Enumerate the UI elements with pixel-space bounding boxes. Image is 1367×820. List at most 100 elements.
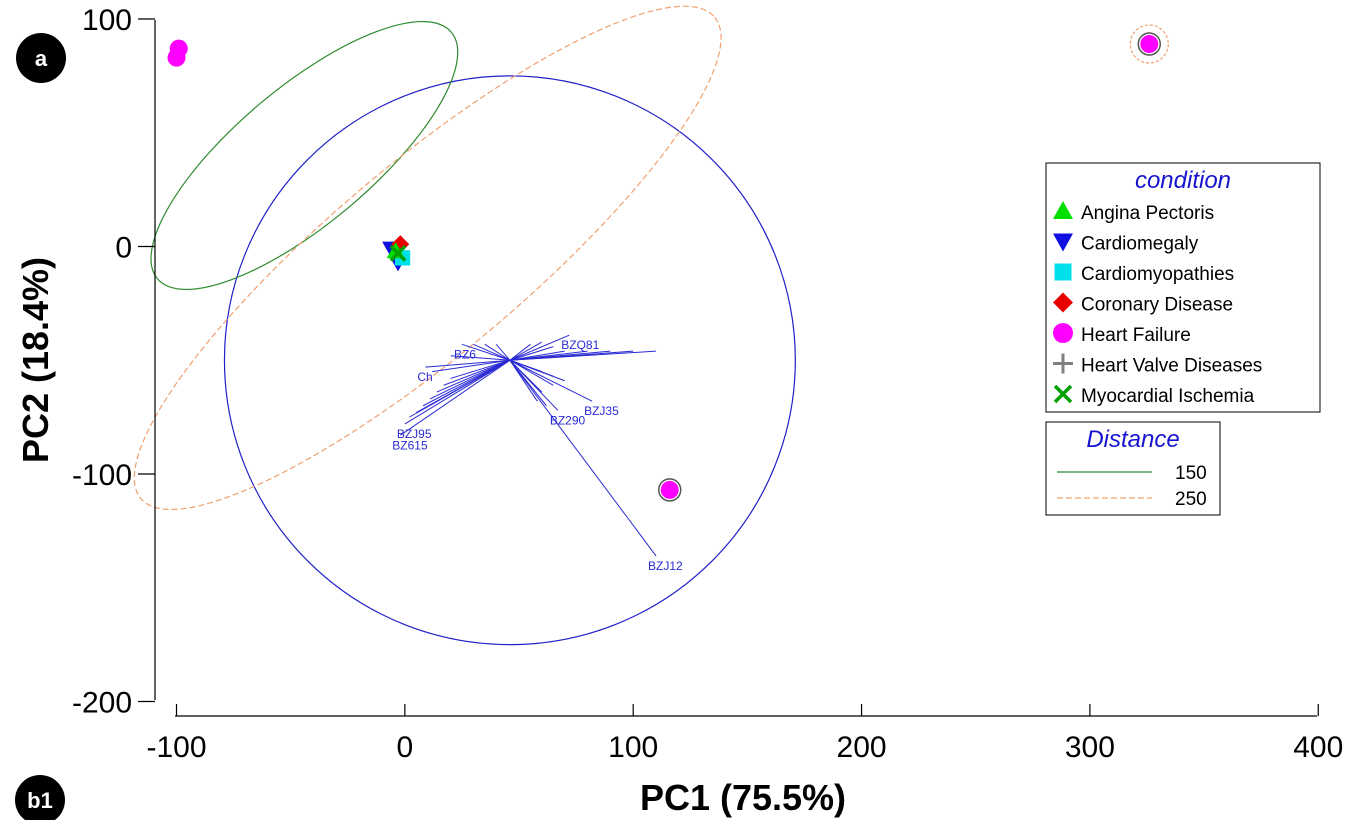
biplot-vector-34 [509, 359, 547, 407]
biplot-label-7: BZJ12 [648, 559, 683, 573]
biplot-label-4: BZ615 [392, 438, 428, 452]
highlight-ring-1 [657, 478, 682, 502]
x-tick-label-3: 200 [837, 731, 887, 764]
biplot-vector-12 [436, 359, 511, 393]
biplot-vector-32 [509, 359, 543, 393]
distance-legend-title: Distance [1086, 426, 1179, 453]
legend-marker-myocardial-ischemia-shape [1053, 384, 1073, 404]
y-tick-label-2: 0 [115, 232, 132, 265]
distance-legend-label-150: 150 [1175, 463, 1207, 484]
point-heart-failure-1 [167, 48, 186, 67]
legend-marker-cardiomyopathies [1054, 263, 1072, 281]
panel-label-a-text: a [35, 46, 48, 71]
biplot-vector-0 [509, 334, 570, 361]
biplot-vector-13 [443, 359, 511, 386]
biplot-vector-30 [509, 359, 565, 382]
biplot-vector-4 [400, 359, 511, 436]
point-heart-failure-3-shape [660, 480, 679, 499]
point-myocardial-ischemia-0 [389, 244, 407, 262]
legend-label-heart-valve-diseases: Heart Valve Diseases [1081, 356, 1262, 377]
point-heart-failure-1-shape [167, 48, 186, 67]
y-tick-label-0: -200 [72, 687, 132, 720]
biplot-vector-10 [422, 359, 511, 407]
panel-label-a: a [16, 33, 66, 83]
legend-label-heart-failure: Heart Failure [1081, 325, 1191, 346]
x-tick-label-4: 300 [1065, 731, 1115, 764]
legend-marker-heart-valve-diseases-shape [1053, 353, 1073, 374]
biplot-label-0: BZQ81 [561, 338, 599, 352]
biplot-vector-18 [484, 343, 511, 361]
biplot-vector-7 [509, 359, 657, 557]
biplot-vector-33 [509, 359, 538, 402]
panel-label-b1-text: b1 [27, 788, 53, 813]
condition-legend-box [1045, 162, 1321, 413]
legend-marker-coronary-disease [1053, 292, 1073, 313]
biplot-label-2: Ch [417, 370, 432, 384]
x-tick-label-0: -100 [146, 731, 206, 764]
biplot-vector-15 [432, 359, 510, 373]
point-heart-failure-3 [660, 480, 679, 499]
biplot-label-3: BZJ95 [397, 427, 432, 441]
data-points [167, 32, 1162, 502]
panel-label-a-badge [16, 33, 66, 83]
confidence-ellipse-150 [150, 20, 459, 291]
panel-label-b1-badge [15, 775, 65, 820]
confidence-ellipse-250 [133, 5, 722, 511]
legend-marker-cardiomegaly [1053, 233, 1073, 252]
legend-marker-heart-failure [1053, 323, 1073, 343]
biplot-vector-22 [509, 346, 554, 361]
biplot-vector-11 [429, 359, 511, 400]
distance-circle [223, 75, 796, 646]
legend-marker-angina-pectoris [1053, 201, 1073, 219]
biplot-vector-19 [495, 343, 511, 361]
legend-marker-coronary-disease-shape [1053, 292, 1073, 313]
legend-marker-cardiomyopathies-shape [1054, 263, 1072, 281]
y-ticks: -200 -100 0 100 [72, 4, 155, 720]
x-tick-label-5: 400 [1293, 731, 1343, 764]
x-tick-label-1: 0 [397, 731, 414, 764]
legend-label-myocardial-ischemia: Myocardial Ischemia [1081, 386, 1255, 407]
x-ticks: -100 0 100 200 300 400 [146, 704, 1343, 764]
biplot-vector-3 [404, 359, 511, 425]
condition-legend-title: condition [1135, 167, 1231, 194]
biplot-vector-31 [509, 359, 554, 386]
biplot-label-1: BZ6 [454, 347, 476, 361]
satellite-ring [1129, 24, 1169, 64]
plot-shapes [133, 5, 1169, 646]
legend-label-coronary-disease: Coronary Disease [1081, 295, 1233, 316]
biplot-vector-17 [473, 343, 511, 361]
biplot-label-5: BZJ35 [584, 404, 619, 418]
x-tick-label-2: 100 [608, 731, 658, 764]
biplot-vector-27 [509, 350, 657, 361]
y-tick-label-1: -100 [72, 459, 132, 492]
y-axis-title: PC2 (18.4%) [15, 257, 56, 463]
biplot-vector-1 [461, 343, 511, 361]
condition-legend: condition Angina Pectoris Cardiomegaly Car… [1045, 162, 1321, 413]
biplot-vector-21 [509, 341, 543, 361]
x-axis-title: PC1 (75.5%) [640, 777, 846, 818]
point-heart-failure-2-shape [1140, 35, 1159, 54]
legend-marker-heart-valve-diseases [1053, 353, 1073, 374]
distance-legend-label-250: 250 [1175, 489, 1207, 510]
legend-marker-cardiomegaly-shape [1053, 233, 1073, 252]
biplot-vector-5 [509, 359, 593, 402]
legend-label-angina-pectoris: Angina Pectoris [1081, 203, 1214, 224]
point-heart-failure-2 [1140, 35, 1159, 54]
legend-label-cardiomegaly: Cardiomegaly [1081, 234, 1199, 255]
biplot-label-6: BZ290 [550, 413, 586, 427]
condition-legend-entries: Angina Pectoris Cardiomegaly Cardiomyopath… [1053, 201, 1262, 407]
panel-label-b1: b1 [15, 775, 65, 820]
point-myocardial-ischemia-0-shape [389, 244, 407, 262]
highlight-ring-0 [1137, 32, 1162, 56]
legend-label-cardiomyopathies: Cardiomyopathies [1081, 264, 1234, 285]
biplot-vector-2 [425, 359, 510, 368]
biplot-vector-14 [450, 359, 511, 379]
legend-marker-heart-failure-shape [1053, 323, 1073, 343]
distance-legend-box [1045, 421, 1221, 516]
y-tick-label-3: 100 [82, 4, 132, 37]
legend-marker-angina-pectoris-shape [1053, 201, 1073, 219]
